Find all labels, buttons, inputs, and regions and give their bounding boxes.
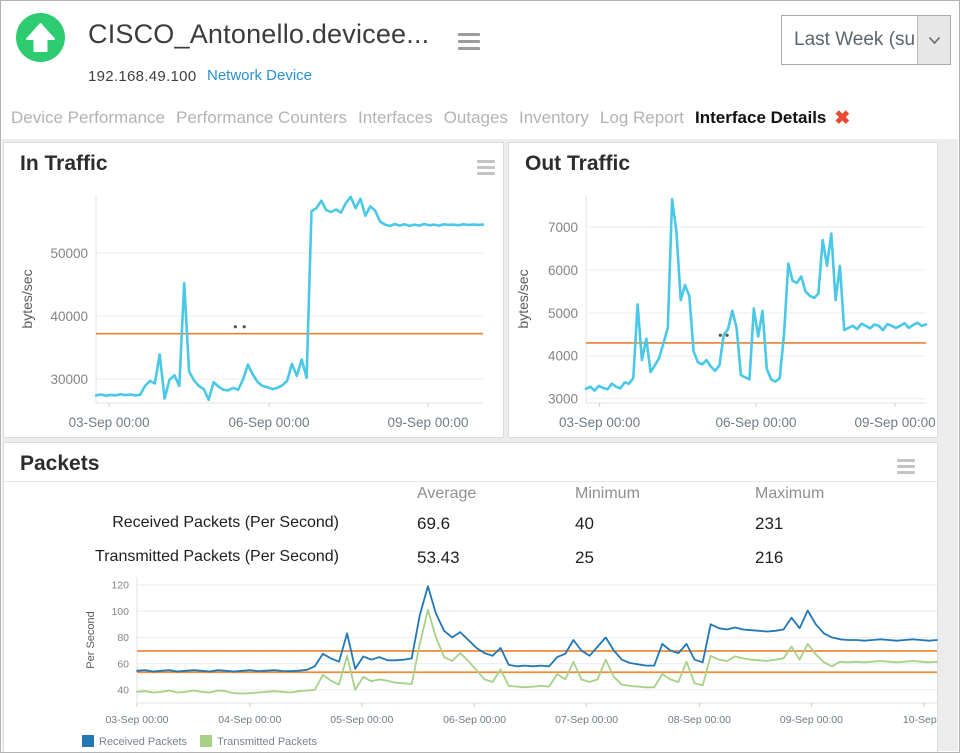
chart-legend: Received Packets Transmitted Packets	[82, 735, 327, 748]
device-ip: 192.168.49.100	[88, 68, 197, 85]
svg-text:120: 120	[111, 580, 129, 592]
cell-maximum: 216	[755, 548, 784, 567]
cell-minimum: 40	[575, 514, 594, 533]
svg-text:3000: 3000	[548, 392, 578, 407]
device-title: CISCO_Antonello.devicee...	[88, 19, 430, 49]
tab-interfaces[interactable]: Interfaces	[358, 108, 433, 127]
svg-text:06-Sep 00:00: 06-Sep 00:00	[715, 415, 796, 430]
in-traffic-chart: 30000 40000 50000 03-Sep 00:00 06-Sep 00:00 0…	[19, 195, 485, 430]
legend-transmitted-packets[interactable]: Transmitted Packets	[200, 735, 317, 748]
svg-text:5000: 5000	[548, 306, 578, 321]
tab-outages[interactable]: Outages	[443, 108, 508, 127]
cell-maximum: 231	[755, 514, 784, 533]
device-menu-icon[interactable]	[458, 33, 480, 54]
device-status-up-icon	[16, 13, 65, 62]
legend-label: Received Packets	[99, 736, 188, 748]
time-period-dropdown[interactable]: Last Week (su	[781, 15, 951, 65]
divider	[4, 481, 937, 482]
svg-text:10-Sep ..: 10-Sep ..	[903, 714, 939, 726]
chevron-down-icon	[928, 36, 941, 45]
time-period-value: Last Week (su	[794, 29, 916, 50]
svg-text:04-Sep 00:00: 04-Sep 00:00	[218, 714, 281, 726]
column-maximum: Maximum	[755, 485, 825, 502]
out-traffic-panel: Out Traffic 3000 4000 5000 6000 7000 03-Sep 0…	[508, 142, 938, 438]
svg-text:09-Sep 00:00: 09-Sep 00:00	[388, 415, 469, 430]
out-traffic-chart: 3000 4000 5000 6000 7000 03-Sep 00:00 06-Sep 0…	[515, 195, 936, 430]
tab-interface-details-active[interactable]: Interface Details	[695, 108, 827, 127]
svg-text:03-Sep 00:00: 03-Sep 00:00	[559, 415, 640, 430]
close-tab-icon[interactable]: ✖	[834, 108, 851, 129]
svg-text:100: 100	[111, 606, 129, 618]
svg-text:09-Sep 00:00: 09-Sep 00:00	[855, 415, 936, 430]
tab-bar: Device Performance Performance Counters In…	[11, 96, 958, 139]
cell-average: 53.43	[417, 548, 460, 567]
device-header: CISCO_Antonello.devicee... 192.168.49.10…	[2, 2, 958, 139]
tab-log-report[interactable]: Log Report	[599, 108, 685, 127]
svg-text:7000: 7000	[548, 220, 578, 235]
svg-text:30000: 30000	[50, 372, 88, 387]
in-traffic-title: In Traffic	[20, 152, 108, 175]
column-average: Average	[417, 485, 477, 502]
in-traffic-panel: In Traffic 30000 40000 50000 03-Sep 00:00 06…	[3, 142, 504, 438]
svg-text:bytes/sec: bytes/sec	[515, 269, 531, 328]
legend-swatch-icon	[200, 735, 213, 747]
svg-text:07-Sep 00:00: 07-Sep 00:00	[555, 714, 618, 726]
tab-performance-counters[interactable]: Performance Counters	[176, 108, 348, 127]
packets-title: Packets	[20, 452, 100, 475]
svg-text:80: 80	[117, 632, 129, 644]
svg-text:Per Second: Per Second	[85, 611, 97, 668]
packets-panel: Packets Average Minimum Maximum Received…	[3, 442, 939, 752]
legend-received-packets[interactable]: Received Packets	[82, 735, 187, 748]
svg-text:bytes/sec: bytes/sec	[19, 269, 35, 328]
cell-minimum: 25	[575, 548, 594, 567]
table-header-row: Average Minimum Maximum	[4, 485, 937, 507]
svg-text:03-Sep 00:00: 03-Sep 00:00	[69, 415, 150, 430]
row-label: Received Packets (Per Second)	[112, 514, 339, 531]
column-minimum: Minimum	[575, 485, 640, 502]
svg-text:40: 40	[117, 685, 129, 697]
tab-device-performance[interactable]: Device Performance	[11, 108, 166, 127]
packets-menu-icon[interactable]	[897, 459, 915, 477]
svg-text:06-Sep 00:00: 06-Sep 00:00	[443, 714, 506, 726]
legend-label: Transmitted Packets	[217, 736, 317, 748]
device-type-link[interactable]: Network Device	[207, 67, 313, 84]
svg-text:05-Sep 00:00: 05-Sep 00:00	[330, 714, 393, 726]
svg-text:08-Sep 00:00: 08-Sep 00:00	[668, 714, 731, 726]
dropdown-button[interactable]	[917, 16, 950, 64]
table-row: Received Packets (Per Second) 69.6 40 23…	[4, 514, 937, 536]
svg-text:4000: 4000	[548, 349, 578, 364]
tab-inventory[interactable]: Inventory	[518, 108, 589, 127]
svg-text:60: 60	[117, 658, 129, 670]
svg-text:6000: 6000	[548, 263, 578, 278]
packets-stats-table: Average Minimum Maximum Received Packets…	[4, 485, 937, 573]
svg-text:50000: 50000	[50, 246, 88, 261]
svg-text:40000: 40000	[50, 309, 88, 324]
in-traffic-menu-icon[interactable]	[477, 160, 495, 178]
svg-text:06-Sep 00:00: 06-Sep 00:00	[228, 415, 309, 430]
up-arrow-icon	[26, 23, 55, 52]
legend-swatch-icon	[82, 735, 94, 747]
cell-average: 69.6	[417, 514, 451, 533]
svg-text:09-Sep 00:00: 09-Sep 00:00	[780, 714, 843, 726]
row-label: Transmitted Packets (Per Second)	[95, 548, 339, 565]
out-traffic-title: Out Traffic	[525, 152, 631, 175]
svg-text:03-Sep 00:00: 03-Sep 00:00	[105, 714, 168, 726]
table-row: Transmitted Packets (Per Second) 53.43 2…	[4, 548, 937, 570]
packets-chart: 40 60 80 100 120 03-Sep 00:00 04-Sep 00:00 05-S…	[85, 577, 939, 726]
